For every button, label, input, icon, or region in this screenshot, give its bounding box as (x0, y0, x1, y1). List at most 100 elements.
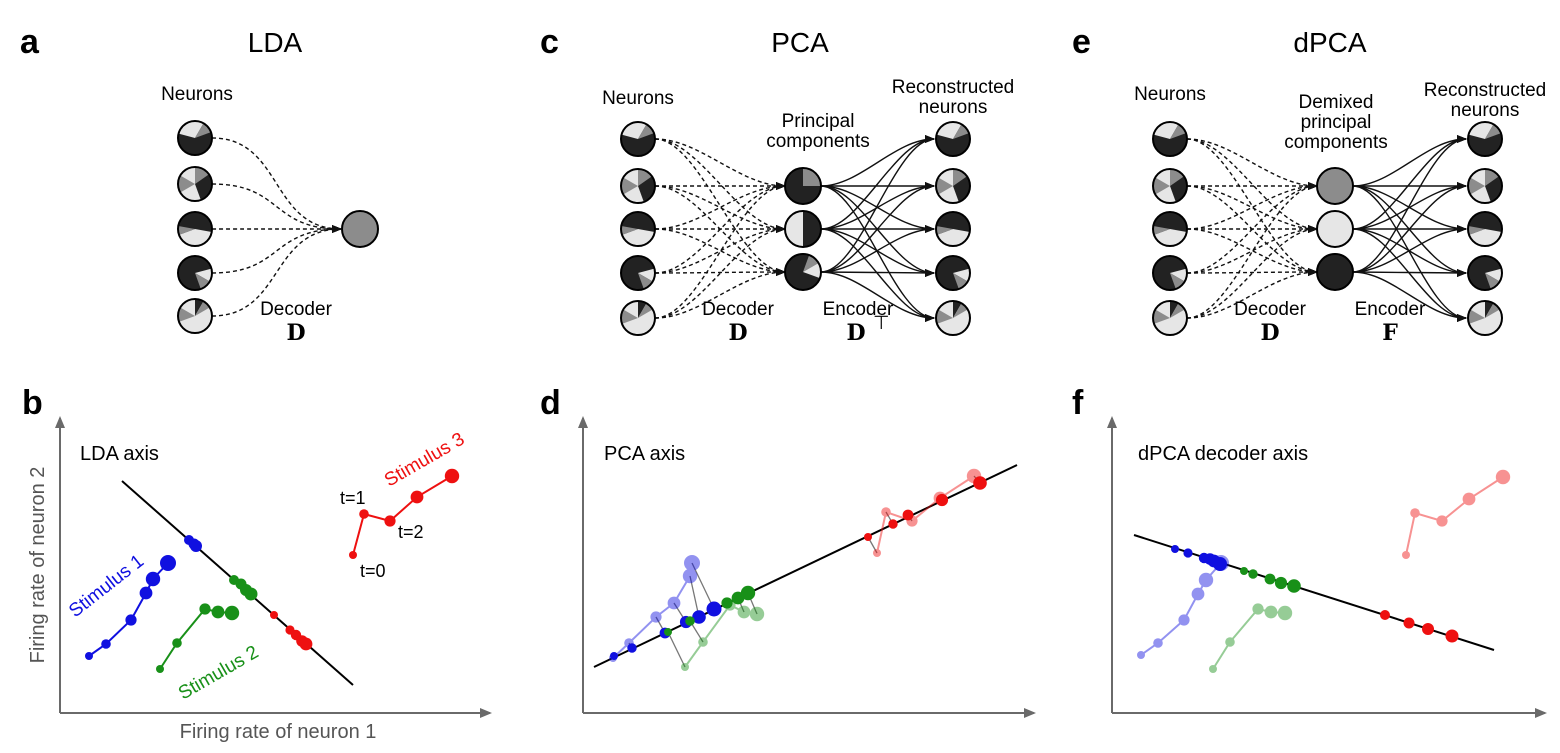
panel-c-network (620, 121, 971, 336)
panel-c-encoder-symbol: D (846, 320, 865, 346)
stimulus-2-trajectory (681, 599, 765, 671)
stimulus-3-trajectory-point (384, 515, 396, 527)
stimulus-1-trajectory-point (1178, 614, 1190, 626)
stimulus-1-projection-point (1213, 557, 1227, 571)
panel-c-decoder-label: Decoder (702, 299, 774, 320)
reconstructed-neuron-3-wedge (1468, 226, 1485, 235)
stimulus-3-projection (864, 476, 987, 541)
stimulus-1-trajectory (1137, 555, 1229, 659)
neuron-4-outline (177, 255, 213, 291)
panel-c-neurons-label: Neurons (602, 88, 674, 109)
stimulus-1-projection-point (692, 610, 706, 624)
reconstructed-neuron-1-outline (935, 121, 971, 157)
neuron-2-outline (177, 166, 213, 202)
neuron-3 (1152, 211, 1188, 247)
stimulus-2-label: Stimulus 2 (175, 642, 262, 705)
encoder-connection (820, 135, 935, 187)
neuron-1 (1152, 121, 1188, 157)
stimulus-2-trajectory-point (1225, 637, 1235, 647)
decoder-connection (1186, 182, 1318, 230)
decoder-connection (654, 182, 786, 274)
panel-f-letter: f (1072, 384, 1084, 422)
neuron-4 (1152, 255, 1188, 291)
decoder-connection (1186, 138, 1318, 233)
neuron-2-wedge (1170, 176, 1187, 202)
reconstructed-neuron-3 (935, 211, 971, 247)
stimulus-2-trajectory-point (681, 663, 689, 671)
encoder-connection (1352, 268, 1467, 277)
decoder-connection (1186, 138, 1318, 190)
time-label-t0: t=0 (360, 561, 386, 581)
reconstructed-neuron-5 (1467, 300, 1503, 336)
principal-component-3-wedge (803, 263, 821, 279)
stimulus-1-trajectory-point (682, 568, 698, 584)
decoder-connection (654, 225, 786, 319)
stimulus-1-trajectory-point (145, 571, 161, 587)
reconstructed-neuron-3-wedge (1469, 229, 1502, 246)
stimulus-1-trajectory-point (125, 614, 137, 626)
stimulus-2-trajectory-point (1264, 605, 1278, 619)
stimulus-2-projection-point (1264, 573, 1276, 585)
stimulus-3-trajectory-point (881, 507, 891, 517)
decoder-connection (1186, 225, 1318, 319)
neuron-5-outline (620, 300, 656, 336)
stimulus-1-trajectory-line (1140, 562, 1222, 656)
decoder-connection (1186, 268, 1318, 319)
decoder-connection (1186, 185, 1318, 233)
decoder-connection (1186, 182, 1318, 319)
reconstructed-neuron-2-wedge (936, 177, 953, 195)
panel-f-dpca-axis-line (1133, 534, 1495, 651)
lda-output-unit (341, 210, 379, 248)
reconstructed-neuron-1 (1467, 121, 1503, 157)
panel-b-trajectories (85, 468, 460, 673)
stimulus-2-trajectory-point (211, 605, 225, 619)
stimulus-2-trajectory-point (224, 605, 240, 621)
stimulus-3-trajectory-point (359, 509, 369, 519)
stimulus-2-connector-segment (667, 631, 686, 668)
encoder-connection (820, 185, 935, 322)
stimulus-2-projection-point (1274, 576, 1288, 590)
stimulus-3-trajectory-line (1405, 476, 1504, 556)
panel-c-recon-label-1: Reconstructed (892, 77, 1015, 98)
panel-a-network (177, 120, 379, 334)
reconstructed-neuron-5-outline (935, 300, 971, 336)
time-label-t1: t=1 (340, 488, 366, 508)
stimulus-2-trajectory-point (749, 606, 765, 622)
neuron-1-wedge (621, 122, 638, 139)
neuron-2-outline (1152, 168, 1188, 204)
panel-e-letter: e (1072, 23, 1091, 61)
panel-d-axis-name: PCA axis (604, 443, 685, 465)
encoder-connection (820, 182, 935, 273)
panel-b-x-label: Firing rate of neuron 1 (180, 721, 377, 743)
stimulus-2-trajectory-point (199, 603, 211, 615)
stimulus-3-projection-point (935, 493, 949, 507)
panel-e-components-label-2: principal (1301, 112, 1372, 133)
reconstructed-neuron-4-wedge (1485, 268, 1502, 282)
neuron-5-wedge (1170, 303, 1185, 318)
panel-d-trajectories (609, 468, 987, 671)
encoder-connection (1352, 225, 1467, 273)
neuron-1-outline (620, 121, 656, 157)
time-label-t2: t=2 (398, 522, 424, 542)
stimulus-3-projection-point (864, 533, 872, 541)
reconstructed-neuron-2 (935, 168, 971, 204)
stimulus-3-trajectory-point (1462, 492, 1476, 506)
panel-c-encoder-superscript: ⊤ (873, 313, 890, 334)
stimulus-1-projection (1171, 545, 1227, 571)
panel-e-neurons-label: Neurons (1134, 84, 1206, 105)
neuron-3 (177, 211, 213, 247)
panel-e-recon-label-2: neurons (1451, 100, 1520, 121)
stimulus-1-trajectory-point (85, 652, 93, 660)
principal-component-2 (784, 210, 822, 248)
stimulus-2-trajectory-point (737, 605, 751, 619)
neuron-1-wedge (178, 121, 195, 138)
panel-c-components-label-1: Principal (782, 111, 855, 132)
stimulus-3-projection (1380, 610, 1459, 643)
panel-e-components-label-3: components (1284, 132, 1388, 153)
neuron-5-wedge (177, 307, 195, 322)
neuron-5-wedge (195, 299, 204, 316)
encoder-connection (1352, 185, 1467, 322)
panel-e-network (1152, 121, 1503, 336)
encoder-connection (820, 268, 935, 277)
neuron-5 (620, 300, 656, 336)
